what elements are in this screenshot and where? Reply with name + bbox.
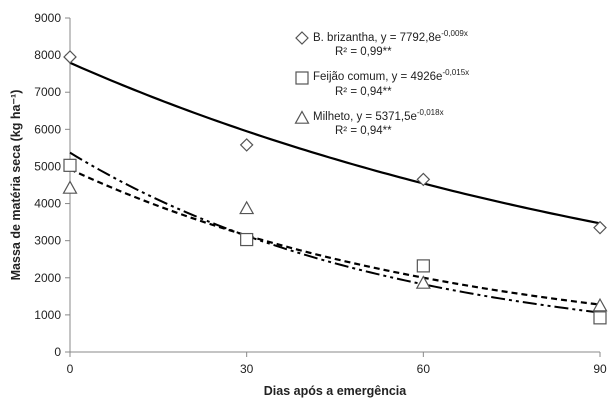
- fit-curves: [69, 61, 601, 314]
- legend-equation: Milheto, y = 5371,5e-0,018x: [313, 108, 444, 123]
- legend-marker-square: [295, 71, 309, 85]
- data-point-square: [63, 158, 77, 172]
- y-tick-label: 1000: [34, 308, 61, 322]
- legend-r2: R² = 0,94**: [335, 125, 392, 137]
- fit-curve: [69, 151, 601, 314]
- y-tick-label: 4000: [34, 197, 61, 211]
- legend-marker-diamond: [295, 31, 309, 45]
- data-point-square: [416, 259, 430, 273]
- legend-r2: R² = 0,94**: [335, 86, 392, 98]
- x-tick-label: 60: [417, 362, 431, 376]
- fit-curve: [69, 168, 601, 306]
- legend-equation: Feijão comum, y = 4926e-0,015x: [313, 68, 469, 83]
- data-point-triangle: [592, 297, 608, 312]
- data-point-triangle: [62, 180, 78, 194]
- fit-curve: [69, 61, 601, 225]
- data-point-square: [593, 311, 607, 325]
- y-tick-label: 0: [54, 345, 61, 359]
- y-tick-label: 5000: [34, 159, 61, 173]
- axes: 0 1000 2000 3000 4000 5000 6000 7000 8000 9000 0 30…: [34, 11, 607, 376]
- y-tick-label: 2000: [34, 271, 61, 285]
- y-tick-label: 7000: [34, 85, 61, 99]
- data-markers: [62, 50, 608, 325]
- y-tick-label: 3000: [34, 234, 61, 248]
- legend-r2: R² = 0,99**: [335, 46, 392, 58]
- legend-marker-triangle: [294, 110, 310, 124]
- data-point-diamond: [63, 50, 77, 64]
- x-tick-label: 0: [67, 362, 74, 376]
- data-point-diamond: [239, 138, 254, 152]
- y-tick-label: 6000: [34, 122, 61, 136]
- y-tick-label: 8000: [34, 48, 61, 62]
- data-point-triangle: [415, 275, 431, 289]
- y-axis-title: Massa de matéria seca (kg ha⁻¹): [9, 90, 23, 281]
- data-point-square: [240, 232, 254, 247]
- x-tick-label: 30: [240, 362, 254, 376]
- legend: B. brizantha, y = 7792,8e-0,009x R² = 0,9…: [294, 29, 469, 137]
- data-point-diamond: [416, 172, 431, 187]
- x-axis-title: Dias após a emergência: [264, 384, 407, 398]
- y-tick-label: 9000: [34, 11, 61, 25]
- data-point-triangle: [239, 200, 255, 215]
- data-point-diamond: [593, 220, 607, 235]
- x-tick-label: 90: [593, 362, 607, 376]
- legend-equation: B. brizantha, y = 7792,8e-0,009x: [313, 29, 468, 44]
